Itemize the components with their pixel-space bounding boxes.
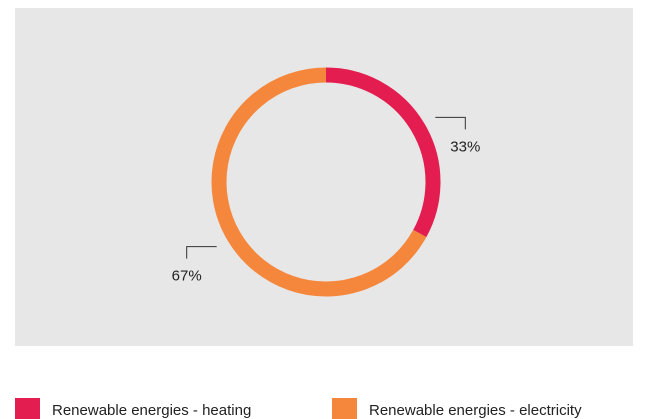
legend-label: Renewable energies - electricity: [369, 402, 582, 419]
data-label: 33%: [450, 138, 480, 155]
donut-segment: [325, 67, 441, 238]
data-label: 67%: [172, 268, 202, 285]
leader-line: [435, 116, 466, 130]
legend-swatch: [15, 398, 40, 419]
leader-line: [186, 246, 217, 259]
donut-segment: [211, 67, 427, 297]
legend-label: Renewable energies - heating: [52, 402, 251, 419]
legend-swatch: [332, 398, 357, 419]
